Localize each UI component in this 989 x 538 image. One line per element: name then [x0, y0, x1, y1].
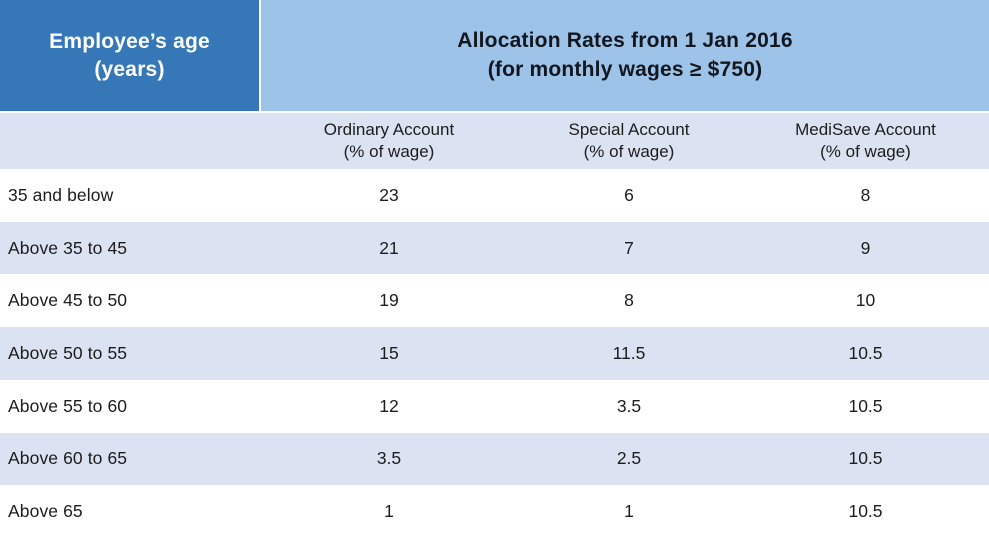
table-title: Allocation Rates from 1 Jan 2016 (for mo… [261, 0, 989, 111]
ordinary-cell: 1 [384, 501, 394, 522]
header-separator [0, 111, 989, 113]
age-cell: 35 and below [8, 184, 114, 205]
column-header-special: Special Account (% of wage) [516, 113, 742, 169]
medisave-cell: 10.5 [848, 343, 883, 364]
medisave-cell: 10 [855, 290, 876, 311]
ordinary-cell: 12 [379, 395, 399, 416]
table-row: Above 50 to 55 15 11.5 10.5 [0, 327, 989, 380]
column-header-ordinary: Ordinary Account (% of wage) [262, 113, 516, 169]
table-header-band: Employee’s age (years) Allocation Rates … [0, 0, 989, 111]
medisave-cell: 8 [860, 184, 871, 205]
medisave-cell: 10.5 [848, 501, 883, 522]
column-header-medisave: MediSave Account (% of wage) [742, 113, 989, 169]
special-cell: 2.5 [616, 448, 642, 469]
special-cell: 7 [624, 237, 634, 258]
age-cell: Above 50 to 55 [8, 343, 128, 364]
ordinary-cell: 21 [379, 237, 399, 258]
table-title-line2: (for monthly wages ≥ $750) [487, 57, 763, 81]
table-row: 35 and below 23 6 8 [0, 169, 989, 222]
ordinary-cell: 19 [379, 290, 399, 311]
medisave-cell: 10.5 [848, 395, 883, 416]
column-header-medisave-name: MediSave Account [795, 119, 936, 139]
age-cell: Above 65 [8, 501, 83, 522]
special-cell: 11.5 [612, 343, 646, 364]
medisave-cell: 9 [860, 237, 871, 258]
special-cell: 3.5 [616, 395, 642, 416]
age-cell: Above 60 to 65 [8, 448, 128, 469]
column-header-row: Ordinary Account (% of wage) Special Acc… [0, 113, 989, 169]
column-header-ordinary-name: Ordinary Account [323, 119, 455, 139]
table-row: Above 65 1 1 10.5 [0, 485, 989, 538]
medisave-cell: 10.5 [848, 448, 883, 469]
column-header-special-unit: (% of wage) [583, 142, 675, 161]
special-cell: 1 [624, 501, 634, 522]
table-row: Above 55 to 60 12 3.5 10.5 [0, 379, 989, 433]
table-row: Above 60 to 65 3.5 2.5 10.5 [0, 432, 989, 486]
column-header-ordinary-unit: (% of wage) [343, 142, 435, 161]
ordinary-cell: 3.5 [376, 448, 402, 469]
special-cell: 6 [624, 184, 634, 205]
special-cell: 8 [624, 290, 634, 311]
ordinary-cell: 23 [379, 184, 399, 205]
table-title-line1: Allocation Rates from 1 Jan 2016 [457, 29, 793, 53]
age-cell: Above 35 to 45 [8, 237, 128, 258]
column-header-spacer [0, 113, 262, 169]
row-header-line2: (years) [94, 57, 165, 81]
age-cell: Above 55 to 60 [8, 395, 128, 416]
table-body: 35 and below 23 6 8 Above 35 to 45 21 7 … [0, 169, 989, 538]
table-row: Above 45 to 50 19 8 10 [0, 274, 989, 328]
table-row: Above 35 to 45 21 7 9 [0, 221, 989, 275]
row-header-title: Employee’s age (years) [0, 0, 259, 111]
ordinary-cell: 15 [379, 343, 399, 364]
column-header-medisave-unit: (% of wage) [820, 142, 911, 161]
age-cell: Above 45 to 50 [8, 290, 128, 311]
row-header-line1: Employee’s age [49, 29, 210, 53]
column-header-special-name: Special Account [568, 119, 690, 139]
